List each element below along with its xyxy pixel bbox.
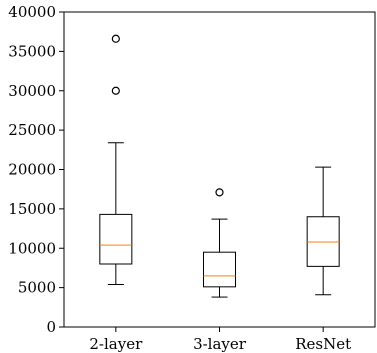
y-tick-label: 20000 [8,161,56,179]
outlier-point [111,86,120,95]
x-tick-label: 2-layer [89,335,143,353]
y-tick-label: 25000 [8,121,56,139]
y-tick-label: 40000 [8,3,56,21]
x-tick-label: 3-layer [193,335,247,353]
box-2-layer [99,34,133,285]
axes [63,11,376,328]
iqr-box [99,213,133,265]
outlier-point [215,188,224,197]
y-tick-label: 15000 [8,200,56,218]
y-tick-label: 5000 [18,279,56,297]
x-tick-label: ResNet [295,335,351,353]
y-tick-label: 30000 [8,82,56,100]
iqr-box [203,251,236,288]
plot-frame [63,11,376,328]
y-axis-ticks: 0 5000 10000 15000 20000 25000 30000 35000 40000 [8,3,64,336]
box-3-layer [203,188,236,298]
y-tick-label: 0 [46,318,56,336]
box-resnet [306,166,340,296]
y-tick-label: 35000 [8,42,56,60]
outlier-point [111,34,120,43]
y-tick-label: 10000 [8,239,56,257]
x-axis-categories: 2-layer 3-layer ResNet [89,327,351,353]
boxes [99,34,340,298]
